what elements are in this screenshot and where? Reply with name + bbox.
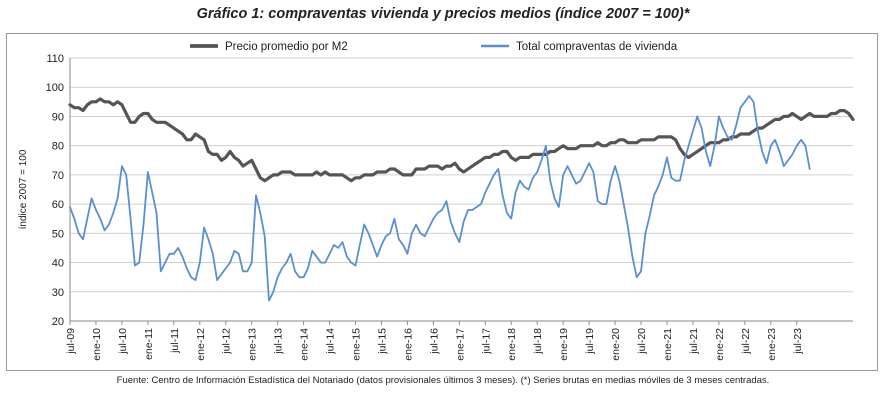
x-tick-label: jul-15 [376,328,388,355]
x-tick-label: jul-19 [584,328,596,355]
x-tick-label: ene-10 [91,328,103,361]
y-axis-label: índice 2007 = 100 [18,149,29,229]
x-tick-label: jul-09 [65,328,77,355]
y-tick-label: 40 [52,258,64,270]
x-tick-label: jul-17 [480,328,492,355]
x-tick-label: ene-22 [714,328,726,361]
x-tick-label: ene-16 [402,328,414,361]
y-tick-label: 110 [46,53,64,65]
x-tick-label: jul-16 [428,328,440,355]
x-tick-label: ene-11 [143,328,155,360]
x-tick-label: ene-19 [558,328,570,361]
x-tick-label: ene-20 [610,328,622,361]
x-tick-label: ene-21 [662,328,674,361]
y-tick-label: 30 [52,287,64,299]
series-line-total-compraventas [69,95,811,302]
y-tick-label: 80 [52,141,64,153]
y-tick-label: 20 [52,316,64,328]
x-tick-label: jul-20 [636,328,648,355]
x-tick-label: ene-12 [195,328,207,361]
series-line-precio-promedio [68,97,855,183]
y-tick-label: 100 [46,82,64,94]
x-tick-label: ene-15 [351,328,363,361]
x-tick-label: ene-23 [766,328,778,361]
x-tick-label: jul-23 [792,328,804,355]
chart-frame: 20 30 40 50 60 70 80 90 100 110 índice 2007 = 100 j… [6,33,878,371]
legend-item-precio-promedio-label: Precio promedio por M2 [225,41,348,53]
legend-item-total-compraventas-label: Total compraventas de vivienda [516,41,678,53]
chart-footnote: Fuente: Centro de Información Estadístic… [116,375,770,386]
y-tick-label: 70 [52,170,64,182]
y-tick-label: 60 [52,199,64,211]
x-tick-label: jul-10 [117,328,129,355]
x-tick-label: jul-14 [325,328,337,355]
chart-title: Gráfico 1: compraventas vivienda y preci… [196,6,690,22]
x-tick-label: ene-18 [506,328,518,361]
x-tick-label: ene-17 [454,328,466,361]
y-tick-label: 50 [52,228,64,240]
x-tick-label: jul-13 [273,328,285,355]
x-tick-label: jul-22 [740,328,752,355]
chart-plot: 20 30 40 50 60 70 80 90 100 110 índice 2007 = 100 j… [18,41,855,361]
x-tick-label: jul-12 [221,328,233,355]
x-tick-label: jul-21 [688,328,700,355]
y-tick-label: 90 [52,111,64,123]
x-tick-label: jul-11 [169,328,181,354]
x-tick-label: ene-14 [299,328,311,361]
x-tick-label: jul-18 [532,328,544,355]
x-tick-label: ene-13 [247,328,259,361]
